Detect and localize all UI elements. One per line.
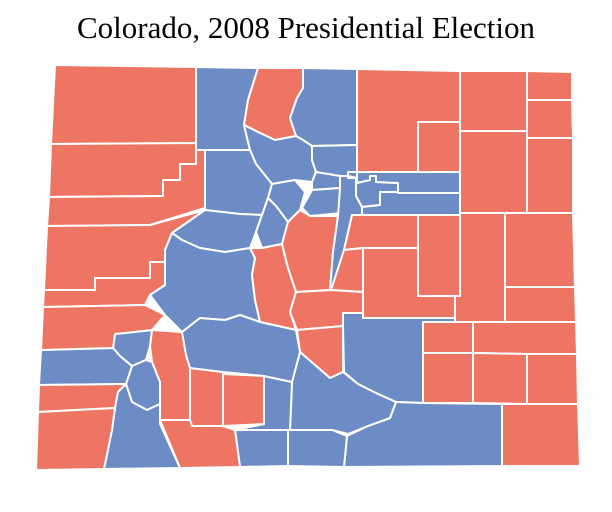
county-cheyenne	[504, 286, 577, 323]
county-washington	[459, 130, 528, 214]
county-clear-creek	[301, 187, 343, 217]
county-bent	[472, 352, 528, 405]
county-sedgwick	[526, 70, 573, 101]
map-title: Colorado, 2008 Presidential Election	[76, 10, 536, 45]
county-elbert	[417, 214, 461, 297]
county-montrose	[40, 304, 166, 351]
county-baca	[501, 403, 581, 467]
county-conejos	[234, 429, 289, 468]
county-rio-grande	[222, 373, 265, 427]
county-morgan	[417, 121, 461, 173]
county-saguache	[181, 314, 301, 383]
county-phillips	[526, 99, 574, 139]
county-douglas	[343, 214, 419, 251]
county-crowley	[422, 321, 474, 354]
county-san-miguel	[38, 347, 133, 386]
county-kit-carson	[504, 212, 576, 288]
county-prowers	[526, 353, 579, 405]
county-lincoln	[454, 212, 506, 323]
county-otero	[422, 352, 474, 404]
county-mineral	[189, 367, 224, 427]
county-costilla	[287, 429, 348, 468]
county-kiowa	[472, 321, 578, 355]
county-yuma	[526, 137, 574, 214]
county-logan	[459, 70, 528, 132]
county-archuleta	[159, 419, 241, 469]
county-moffat	[50, 64, 197, 145]
county-montezuma	[35, 407, 116, 471]
